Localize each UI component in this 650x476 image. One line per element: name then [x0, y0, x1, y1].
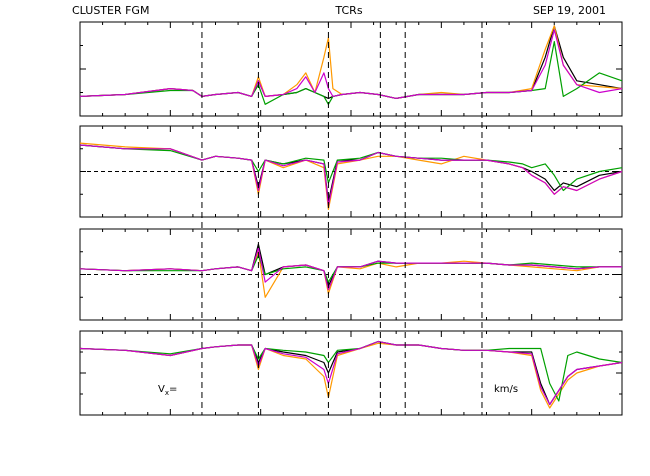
vx-unit: km/s: [494, 384, 518, 395]
panel-bx: [79, 21, 623, 117]
series-c2-line: [79, 25, 623, 100]
panel-frame: [79, 228, 623, 321]
panel-by: [79, 125, 623, 218]
series-c4-line: [79, 29, 623, 100]
series-c4-line: [79, 247, 622, 291]
series-c1-line: [79, 243, 622, 287]
event-markers: [201, 22, 483, 415]
panel-frame: [79, 125, 623, 218]
series-c4-line: [79, 144, 623, 207]
series-c2-line: [79, 251, 622, 298]
panel-frame: [79, 330, 623, 416]
panel-b: [79, 330, 623, 416]
series-c1-line: [79, 144, 623, 203]
series-c3-line: [79, 144, 623, 192]
header-center: TCRs: [334, 4, 362, 17]
plot-panels: [79, 21, 623, 416]
series-c4-line: [79, 340, 623, 406]
vx-label: Vx=: [158, 384, 177, 397]
header-left: CLUSTER FGM: [72, 4, 149, 17]
panel-bz: [79, 228, 623, 321]
header-right: SEP 19, 2001: [533, 4, 606, 17]
